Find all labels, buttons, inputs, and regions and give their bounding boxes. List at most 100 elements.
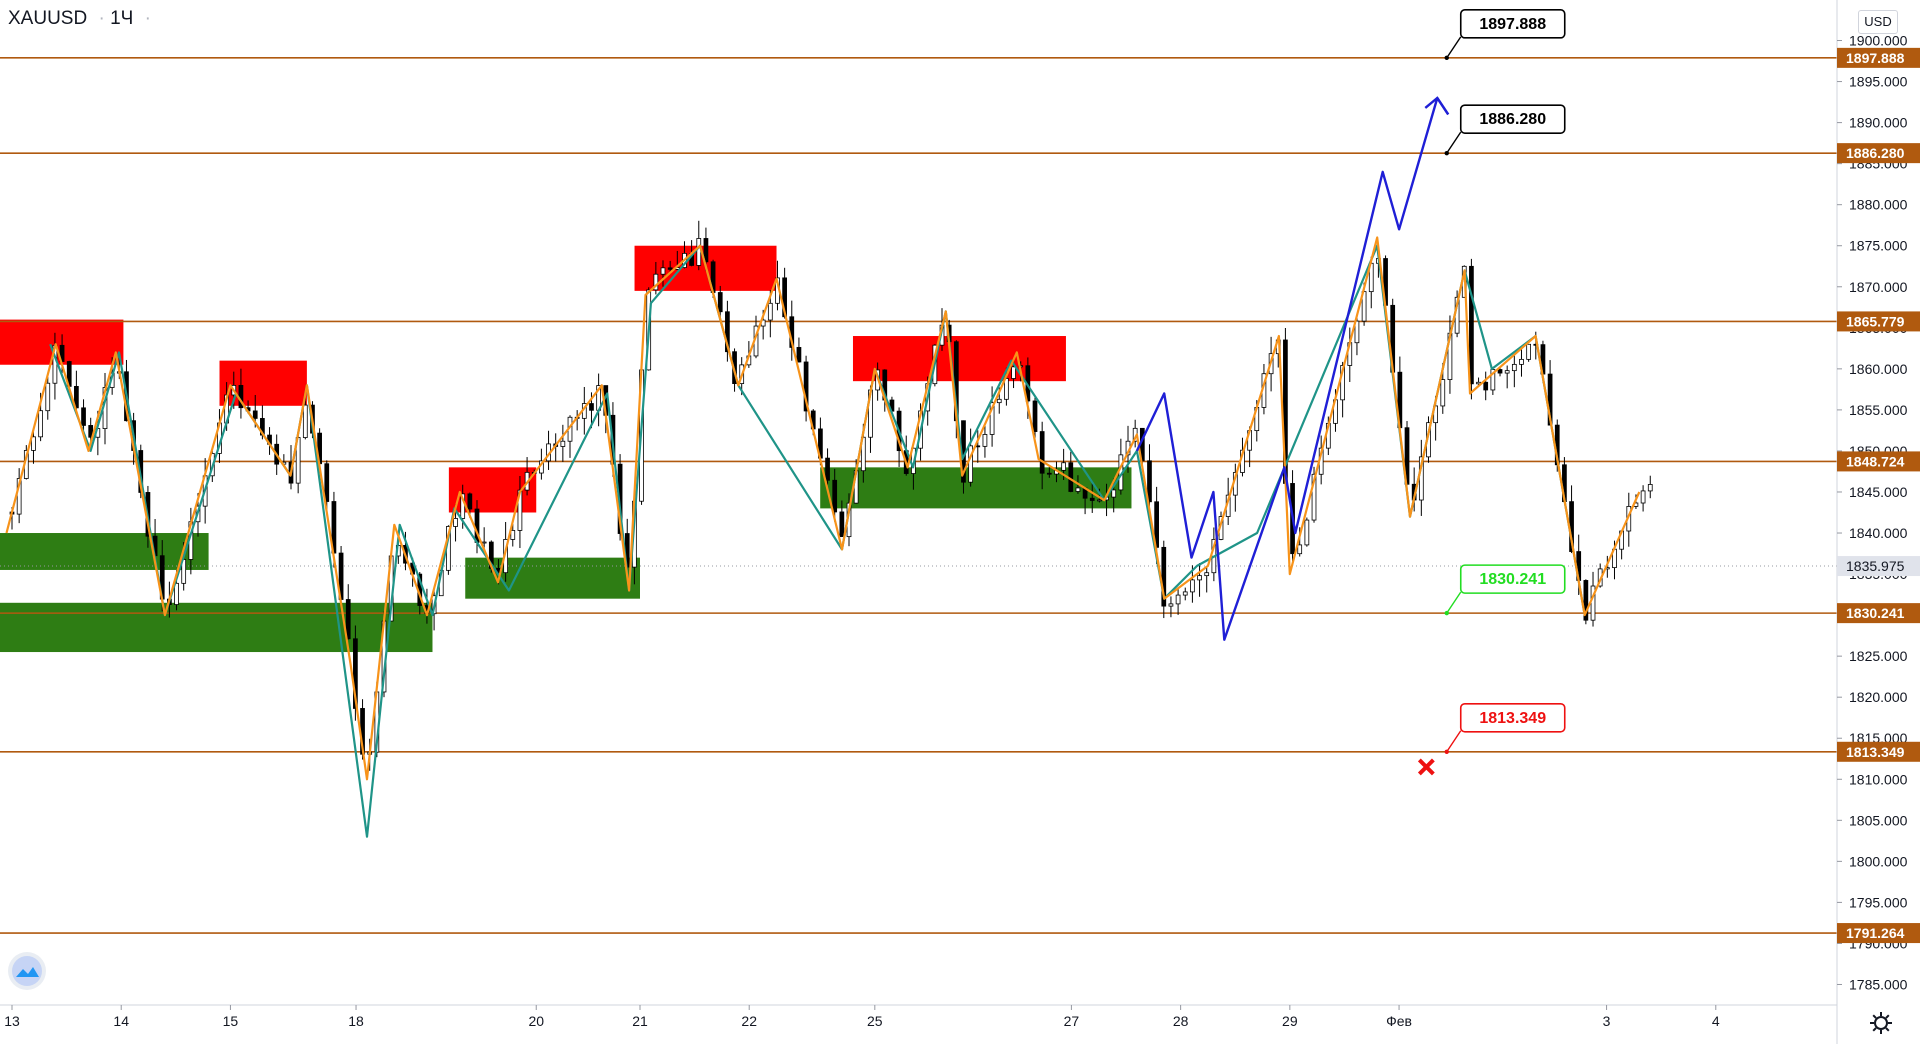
candle-body — [667, 267, 673, 270]
callout-box — [1459, 104, 1566, 134]
currency-badge[interactable]: USD — [1858, 10, 1898, 34]
candle-body — [1547, 373, 1553, 426]
candle-body — [725, 311, 730, 353]
settings-gear-icon[interactable] — [1866, 1008, 1896, 1038]
callout-anchor — [1444, 749, 1449, 754]
demand-zone — [465, 557, 640, 599]
candle-body — [510, 530, 516, 540]
time-axis-label: 3 — [1603, 1013, 1611, 1029]
candle-body — [796, 347, 802, 363]
callout-pointer — [1446, 730, 1462, 753]
stop-cross-stroke — [1417, 758, 1435, 776]
candle-body — [1161, 546, 1167, 607]
price-axis-label: 1795.000 — [1849, 894, 1908, 910]
stop-cross-icon — [1417, 758, 1435, 776]
time-axis-label: 22 — [741, 1013, 757, 1029]
callout-pointer — [1446, 131, 1462, 154]
candle-body — [1089, 497, 1095, 501]
candle-body — [252, 410, 258, 419]
callout-price: 1830.241 — [1479, 571, 1546, 588]
time-axis-label: 28 — [1173, 1013, 1189, 1029]
candle-body — [345, 599, 351, 640]
demand-zone — [0, 602, 433, 653]
candle-body — [1504, 370, 1510, 374]
level-axis-value: 1865.779 — [1846, 313, 1905, 329]
callout-price: 1897.888 — [1479, 16, 1546, 33]
candle-body — [1511, 363, 1517, 372]
candle-body — [589, 403, 594, 411]
candle-body — [1197, 575, 1202, 581]
candle-body — [996, 398, 1002, 404]
level-axis-badge — [1837, 143, 1920, 164]
candle-body — [1304, 519, 1310, 546]
logo-mountain-icon — [12, 956, 42, 986]
candle-body — [517, 489, 523, 531]
candle-body — [1647, 484, 1653, 492]
callout-pointer — [1446, 591, 1462, 614]
candle-body — [1011, 366, 1016, 379]
level-axis-badge — [1837, 451, 1920, 472]
time-axis-label: 25 — [867, 1013, 883, 1029]
level-axis-value: 1830.241 — [1846, 605, 1905, 621]
candle-body — [1204, 572, 1210, 577]
supply-zone — [219, 360, 307, 406]
level-axis-badge — [1837, 741, 1920, 762]
candle-body — [353, 638, 358, 709]
candle-body — [1340, 365, 1345, 401]
level-axis-badge — [1837, 603, 1920, 624]
candle-body — [1440, 379, 1446, 407]
level-axis-badge — [1837, 47, 1920, 68]
price-axis-label: 1855.000 — [1849, 402, 1908, 418]
candle-body — [1497, 369, 1503, 374]
candle-body — [1297, 544, 1303, 555]
time-axis-label: 18 — [348, 1013, 364, 1029]
candle-body — [803, 361, 809, 412]
time-axis[interactable]: 13 14 15 18 20 21 22 25 27 28 29 Фев 3 4 — [4, 1005, 1720, 1029]
currency-label: USD — [1864, 14, 1892, 29]
callout-anchor — [1444, 55, 1449, 61]
candle-body — [174, 582, 179, 605]
candle-body — [560, 440, 566, 447]
level-axis-value: 1886.280 — [1846, 145, 1905, 161]
price-axis-label: 1810.000 — [1849, 771, 1908, 787]
candle-body — [1190, 579, 1195, 593]
time-axis-label: 29 — [1282, 1013, 1298, 1029]
projection-path — [1135, 96, 1450, 641]
candle-body — [1483, 381, 1489, 391]
candle-body — [38, 410, 43, 438]
title-separator: · — [144, 8, 151, 29]
candle-body — [832, 479, 838, 513]
time-axis-label: 21 — [632, 1013, 648, 1029]
title-separator: · — [98, 8, 105, 29]
current-price-value: 1835.975 — [1846, 558, 1905, 574]
time-axis-label: 20 — [528, 1013, 544, 1029]
candle-body — [1583, 580, 1589, 621]
symbol-title[interactable]: XAUUSD · 1Ч · — [8, 8, 151, 30]
price-axis-label: 1895.000 — [1849, 74, 1908, 90]
candle-body — [1147, 460, 1152, 503]
candle-body — [1175, 594, 1181, 605]
candle-body — [453, 518, 458, 527]
price-axis-label: 1875.000 — [1849, 238, 1908, 254]
callout-pointer — [1446, 36, 1462, 59]
candle-body — [1039, 431, 1045, 474]
price-axis-label: 1785.000 — [1849, 976, 1908, 992]
callout-price: 1813.349 — [1479, 710, 1546, 727]
candle-body — [1061, 462, 1066, 471]
symbol-name: XAUUSD — [8, 8, 88, 29]
candle-body — [1182, 591, 1188, 596]
time-axis-label: Фев — [1386, 1013, 1412, 1029]
price-axis-label: 1890.000 — [1849, 115, 1908, 131]
candle-body — [968, 445, 973, 483]
candle-body — [703, 238, 709, 263]
callout-anchor — [1444, 150, 1449, 156]
candle-body — [1075, 487, 1081, 492]
tradingview-logo-icon[interactable] — [8, 952, 46, 990]
price-axis-label: 1880.000 — [1849, 197, 1908, 213]
price-axis-label: 1900.000 — [1849, 33, 1908, 49]
time-axis-label: 15 — [223, 1013, 239, 1029]
candle-body — [1311, 473, 1317, 521]
demand-zone — [0, 533, 209, 570]
candle-body — [660, 267, 666, 275]
